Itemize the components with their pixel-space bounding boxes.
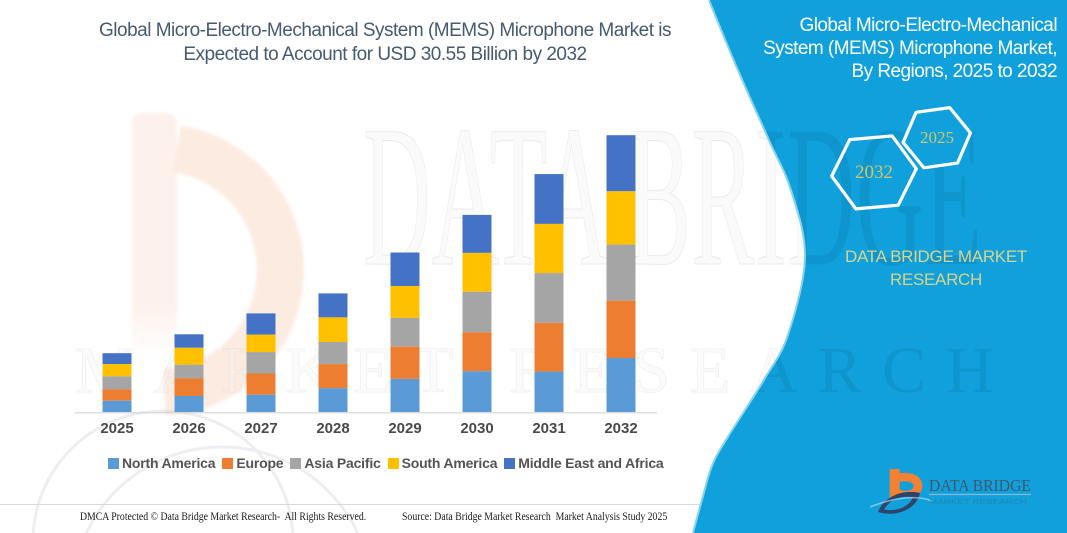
svg-text:MARKET RESEARCH: MARKET RESEARCH <box>75 334 1014 407</box>
svg-text:DATA BRIDGE: DATA BRIDGE <box>929 476 1031 495</box>
svg-text:MARKET RESEARCH: MARKET RESEARCH <box>929 499 1027 506</box>
